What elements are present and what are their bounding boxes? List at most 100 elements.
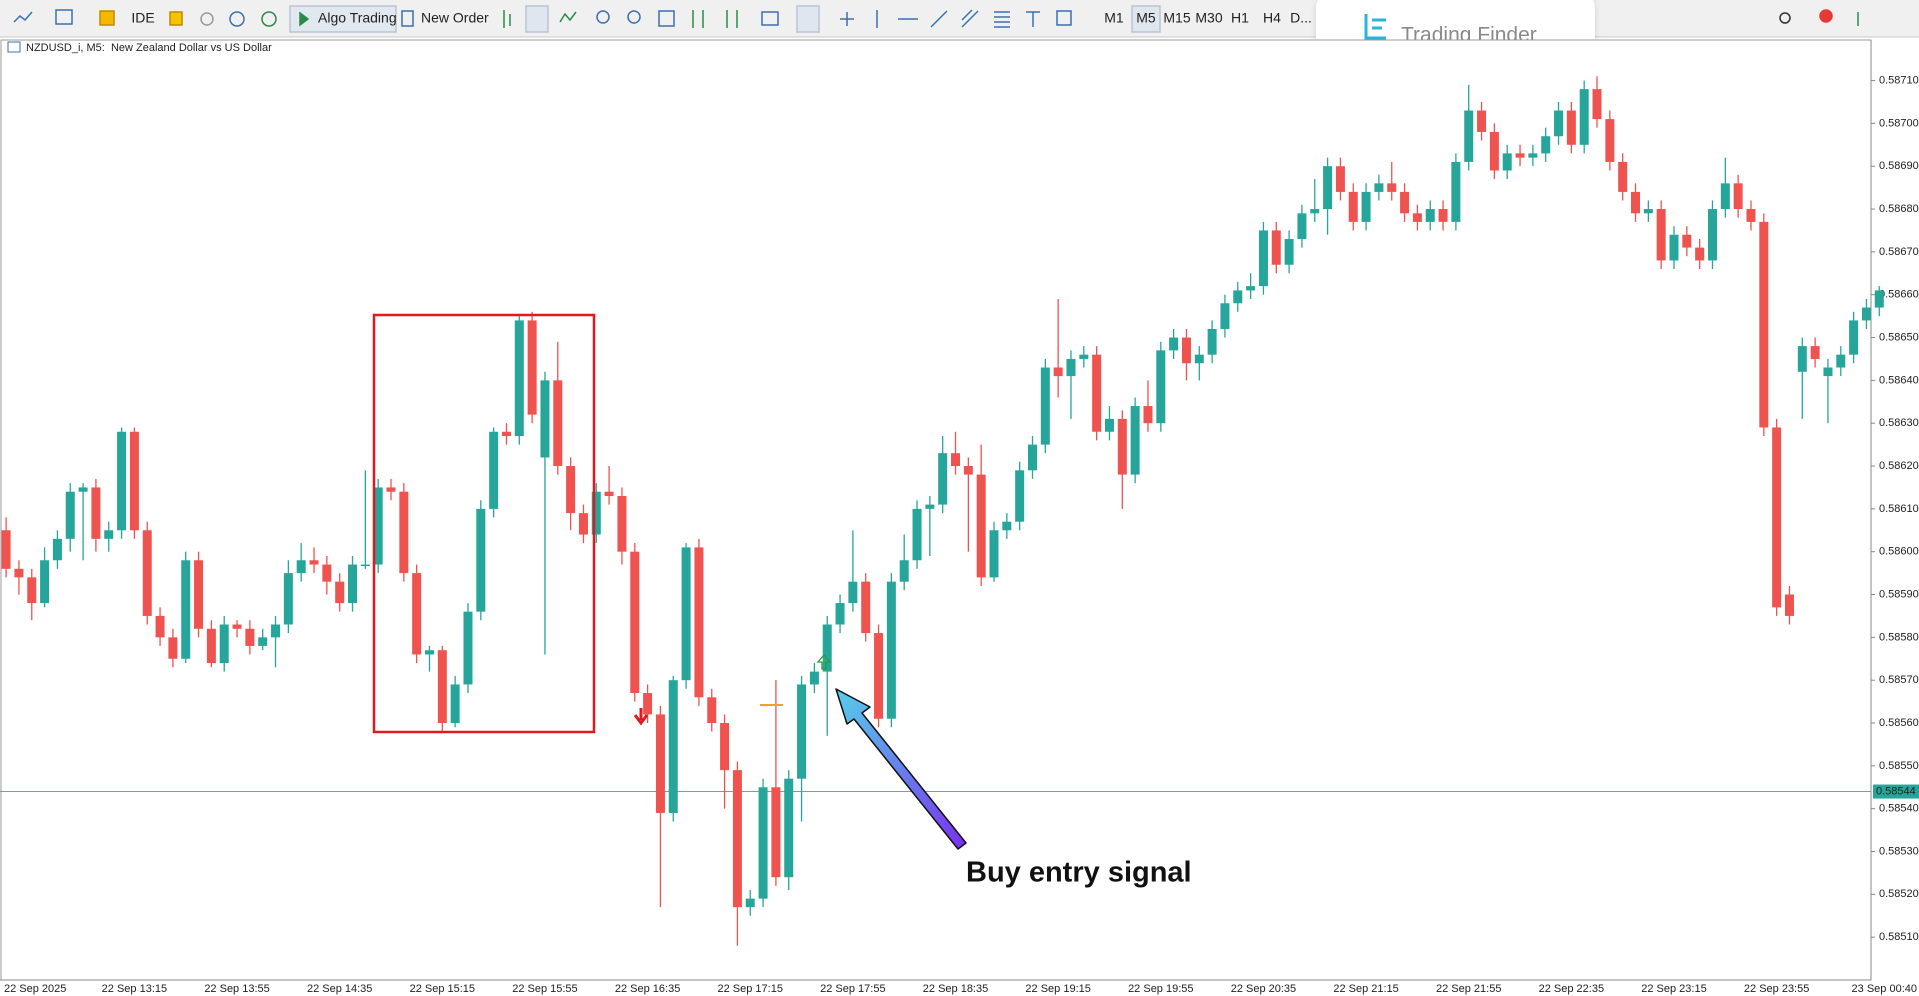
icon-profiles[interactable]	[55, 9, 73, 25]
y-tick-label: 0.58710	[1879, 74, 1919, 86]
icon-zoom-in[interactable]	[596, 10, 610, 24]
timeframe[interactable]: H4	[1263, 10, 1281, 26]
candle-body	[181, 560, 191, 659]
candle-body	[1772, 427, 1782, 608]
icon-shift[interactable]	[692, 10, 704, 28]
candle-body	[1631, 191, 1641, 214]
candle-body	[1643, 209, 1653, 214]
icon-signal[interactable]	[200, 12, 214, 26]
candle-body	[630, 551, 640, 694]
icon-screenshot[interactable]	[761, 11, 779, 26]
chart-frame	[0, 39, 1872, 981]
candle-body	[912, 508, 922, 561]
candle-body	[1759, 221, 1769, 428]
candle-body	[27, 577, 37, 604]
icon-candles[interactable]	[525, 5, 549, 33]
candle-body	[1579, 89, 1589, 145]
candle-body	[1438, 209, 1448, 222]
candle-body	[1502, 153, 1512, 171]
x-tick-label: 22 Sep 16:35	[615, 983, 680, 995]
icon-globe[interactable]	[261, 11, 277, 27]
icon-search[interactable]	[1779, 12, 1791, 24]
candle-body	[848, 581, 858, 604]
candle-body	[707, 697, 717, 724]
candle-body	[399, 491, 409, 574]
candle-body	[553, 380, 563, 467]
candle-body	[527, 320, 537, 415]
icon-bag[interactable]	[169, 11, 183, 26]
y-tick-label: 0.58630	[1879, 417, 1919, 429]
candle-body	[1541, 136, 1551, 154]
candle-body	[1707, 209, 1717, 261]
timeframe[interactable]: M1	[1104, 10, 1124, 26]
candle-body	[117, 431, 127, 531]
toolbar	[0, 0, 1919, 37]
candle-body	[1310, 209, 1320, 214]
icon-order[interactable]	[401, 10, 414, 27]
pointer-arrow	[835, 688, 967, 850]
candle-body	[1104, 418, 1114, 432]
timeframe[interactable]: M30	[1195, 10, 1222, 26]
candle-body	[1117, 418, 1127, 475]
candle-body	[874, 633, 884, 719]
candle-body	[681, 547, 691, 681]
candle-body	[14, 568, 24, 578]
icon-notify[interactable]	[1819, 9, 1833, 23]
x-tick-label: 22 Sep 17:55	[820, 983, 885, 995]
candle-body	[1028, 444, 1037, 471]
timeframes: M1 M5 M15 M30 H1 H4 D...	[1104, 10, 1312, 26]
candle-body	[1849, 320, 1859, 355]
timeframe[interactable]: M15	[1163, 10, 1190, 26]
y-tick-label: 0.58670	[1879, 246, 1919, 258]
price-tag	[1873, 784, 1919, 799]
icon-bars[interactable]	[503, 10, 511, 28]
y-tick-label: 0.58690	[1879, 160, 1919, 172]
candle-body	[938, 453, 948, 505]
candle-body	[694, 547, 704, 698]
ide-button[interactable]: IDE	[131, 10, 154, 26]
icon-autoscroll[interactable]	[726, 10, 738, 28]
candle-body	[52, 538, 62, 561]
tf-active[interactable]	[1131, 5, 1161, 33]
x-tick-label: 22 Sep 19:15	[1025, 983, 1090, 995]
icon-text[interactable]	[1026, 11, 1040, 27]
icon-channel[interactable]	[961, 9, 979, 28]
candle-body	[1271, 230, 1281, 265]
y-tick-label: 0.58700	[1879, 117, 1919, 129]
icon-fibo[interactable]	[994, 11, 1010, 28]
icon-line[interactable]	[559, 11, 577, 23]
candle-body	[1810, 346, 1820, 359]
candle-body	[1566, 110, 1576, 145]
candle-body	[1592, 89, 1602, 120]
icon-cloud[interactable]	[229, 11, 245, 27]
icon-cursor[interactable]	[796, 5, 820, 33]
icon-trendline[interactable]	[930, 10, 948, 28]
candle-body	[501, 431, 511, 437]
candle-body	[1387, 183, 1397, 192]
x-tick-label: 22 Sep 13:55	[204, 983, 269, 995]
x-tick-label: 22 Sep 19:55	[1128, 983, 1193, 995]
y-tick-label: 0.58590	[1879, 588, 1919, 600]
icon-grid[interactable]	[658, 10, 675, 27]
range-box	[372, 313, 596, 734]
icon-crosshair[interactable]	[840, 12, 854, 26]
icon-shapes[interactable]	[1056, 10, 1072, 26]
candle-body	[1528, 153, 1538, 158]
x-end-label: 23 Sep 00:40	[1852, 983, 1917, 995]
icon-chart[interactable]	[13, 11, 33, 23]
y-tick-label: 0.58610	[1879, 503, 1919, 515]
candle-body	[1400, 191, 1410, 214]
candle-body	[258, 637, 268, 646]
new-order-button[interactable]: New Order	[421, 10, 489, 26]
candle-body	[1297, 213, 1307, 240]
icon-zoom-out[interactable]	[627, 10, 641, 24]
candle-body	[1656, 209, 1666, 261]
timeframe[interactable]: M5	[1136, 10, 1156, 26]
timeframe[interactable]: H1	[1231, 10, 1249, 26]
algo-label[interactable]: Algo Trading	[318, 10, 397, 26]
candle-body	[489, 431, 499, 509]
icon-dollar[interactable]	[99, 10, 115, 26]
candle-body	[129, 431, 139, 531]
timeframe[interactable]: D...	[1290, 10, 1312, 26]
